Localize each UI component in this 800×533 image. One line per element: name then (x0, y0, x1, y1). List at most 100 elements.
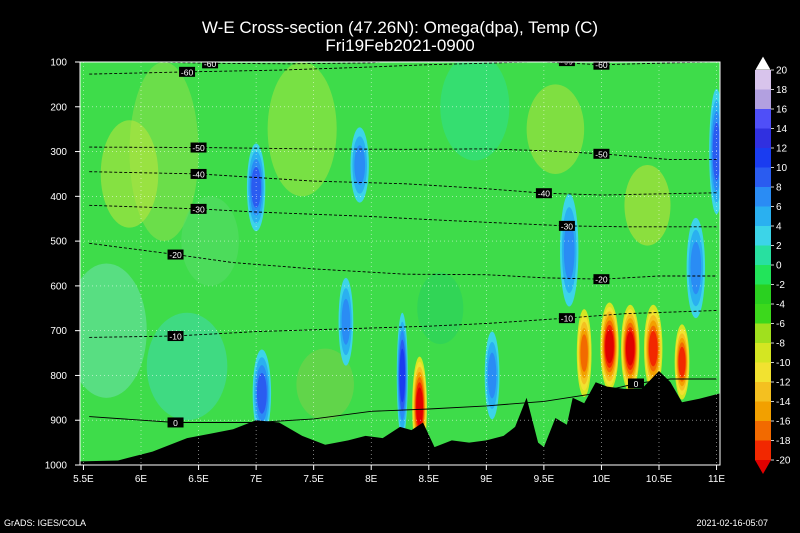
terrain-profile (80, 371, 720, 465)
contour-label: -60 (204, 59, 217, 69)
colorbar-label: -10 (776, 358, 791, 369)
colorbar-label: 2 (776, 241, 782, 252)
colorbar-label: 0 (776, 261, 782, 272)
contour-label: -10 (561, 314, 574, 324)
temperature-contour-line (89, 146, 717, 161)
colorbar-swatch (755, 226, 771, 246)
colorbar-swatch (755, 187, 771, 207)
omega-cell (580, 334, 588, 372)
contour-label-box (190, 203, 207, 214)
terrain (80, 371, 720, 465)
contour-label-box (167, 249, 184, 260)
y-tick-label: 1000 (45, 461, 68, 472)
omega-region (267, 62, 337, 197)
contour-label: -60 (561, 57, 574, 67)
contour-label: -30 (192, 204, 205, 214)
x-tick-label: 10.5E (646, 474, 672, 485)
contour-label-box (593, 274, 610, 285)
x-tick-label: 11E (708, 474, 725, 485)
colorbar-label: -16 (776, 417, 791, 428)
colorbar-label: -4 (776, 300, 785, 311)
contour-label-box (593, 148, 610, 159)
x-tick-label: 6.5E (188, 474, 209, 485)
x-tick-label: 6E (135, 474, 148, 485)
contour-label-box (558, 220, 575, 231)
omega-cell (399, 348, 406, 403)
colorbar-swatch (755, 206, 771, 227)
omega-cell (416, 387, 423, 427)
colorbar-swatch (755, 304, 771, 324)
colorbar-label: 14 (776, 124, 788, 135)
colorbar-swatch (755, 148, 771, 168)
contour-label-box (202, 62, 219, 69)
contour-label: -30 (561, 221, 574, 231)
colorbar: 20181614121086420-2-4-6-8-10-12-14-16-18… (754, 55, 791, 474)
colorbar-label: 10 (776, 163, 788, 174)
colorbar-swatch (755, 421, 771, 441)
temperature-contours: -60 -60 -60 -60 -50 -50 -40 -40 -30 -30 -20 -20 -10 -… (89, 57, 717, 428)
y-tick-label: 200 (50, 102, 67, 113)
omega-cell (625, 331, 635, 366)
colorbar-label: 18 (776, 85, 788, 96)
colorbar-label: 20 (776, 66, 788, 77)
omega-region (624, 164, 671, 246)
omega-cell (563, 220, 575, 280)
chart-subtitle: Fri19Feb2021-0900 (325, 36, 475, 55)
contour-label-box (558, 313, 575, 324)
contour-label: -50 (192, 143, 205, 153)
omega-cell (354, 145, 366, 185)
colorbar-swatch (755, 167, 771, 188)
x-tick-label: 7E (250, 474, 263, 485)
colorbar-swatch (755, 440, 771, 461)
omega-cell (690, 241, 702, 295)
temperature-contour-line (89, 204, 717, 228)
y-tick-label: 500 (50, 237, 67, 248)
contour-label: -20 (595, 275, 608, 285)
footer-timestamp: 2021-02-16-05:07 (696, 518, 768, 528)
omega-region (100, 120, 159, 228)
temperature-contour-line (152, 62, 717, 66)
omega-region (526, 84, 585, 174)
colorbar-label: 16 (776, 105, 788, 116)
colorbar-swatch (755, 323, 771, 344)
omega-region (296, 348, 354, 421)
colorbar-swatch (755, 128, 771, 149)
contour-label-box (535, 188, 552, 199)
omega-cell (251, 167, 262, 208)
axes: 5.5E 6E 6.5E 7E 7.5E 8E 8.5E 9E 9.5E 10E 10.5E 11E 1… (45, 58, 726, 486)
x-tick-label: 8.5E (418, 474, 439, 485)
colorbar-label: -6 (776, 319, 785, 330)
temperature-contour-line (89, 310, 717, 338)
x-tick-label: 10E (593, 474, 611, 485)
plot-frame (79, 61, 721, 466)
colorbar-swatch (755, 382, 771, 402)
y-tick-label: 700 (50, 326, 67, 337)
contour-label-box (558, 62, 575, 67)
x-tick-label: 5.5E (73, 474, 94, 485)
chart-title: W-E Cross-section (47.26N): Omega(dpa), … (201, 18, 599, 37)
contour-label-box (179, 66, 196, 77)
colorbar-label: 4 (776, 222, 782, 233)
y-tick-label: 100 (50, 58, 67, 69)
colorbar-swatch (755, 284, 771, 305)
omega-region (440, 62, 510, 161)
colorbar-swatch (755, 245, 771, 266)
omega-cell (341, 298, 351, 345)
omega-cell (678, 346, 686, 378)
contour-label-box (593, 62, 610, 70)
contour-label-box (167, 417, 184, 428)
omega-cell (648, 330, 658, 367)
x-tick-label: 7.5E (303, 474, 324, 485)
omega-region (80, 263, 147, 398)
omega-region (146, 312, 228, 421)
colorbar-swatch (755, 362, 771, 383)
contour-label-box (167, 331, 184, 342)
colorbar-swatch (755, 401, 771, 422)
colorbar-swatch (755, 265, 771, 285)
colorbar-label: -2 (776, 280, 785, 291)
colorbar-swatch (755, 70, 771, 90)
contour-label: -40 (538, 189, 551, 199)
contour-label: 0 (634, 379, 639, 389)
y-tick-label: 600 (50, 281, 67, 292)
